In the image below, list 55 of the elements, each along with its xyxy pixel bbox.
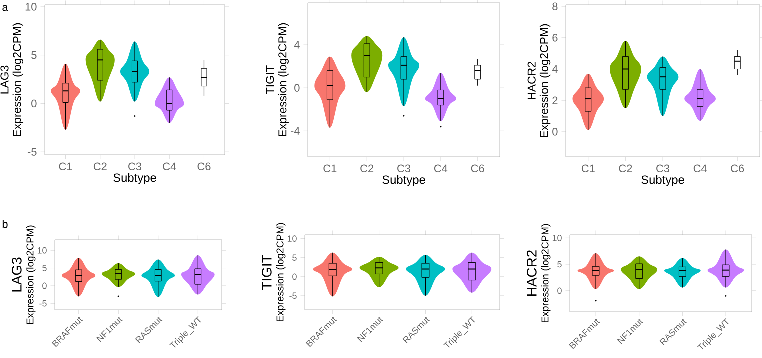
y-tick-label: 6: [552, 34, 558, 42]
y-tick-label: 5: [558, 261, 562, 268]
y-tick-label: 5: [32, 52, 37, 60]
x-axis-title: Subtype: [642, 175, 684, 187]
x-tick-label: C2: [94, 162, 107, 171]
x-tick-label: C2: [360, 164, 374, 173]
text: TIGIT: [266, 66, 274, 94]
x-tick-label: C6: [731, 164, 744, 173]
y-tick-label: 0: [32, 100, 37, 108]
x-tick-label: C6: [471, 164, 484, 173]
y-tick-label: 10: [552, 234, 562, 242]
y-axis-title: Expression (log2CPM): [540, 24, 551, 138]
x-tick-label: C4: [163, 162, 176, 171]
text: HACR2: [528, 62, 536, 100]
y-axis-title: Expression (log2CPM): [278, 23, 289, 136]
y-tick-label: -5: [40, 300, 47, 307]
y-tick-label: -5: [28, 148, 37, 156]
x-axis-title: Subtype: [382, 175, 426, 187]
y-tick-label: 0: [552, 128, 558, 136]
text: a: [2, 5, 8, 12]
y-axis-title: Expression (log2CPM): [276, 223, 286, 322]
y-tick-label: 10: [38, 247, 47, 254]
text: b: [2, 220, 8, 228]
y-tick-label: 10: [288, 236, 297, 242]
y-axis-title: Expression (log2CPM): [26, 226, 36, 324]
x-tick-label: C4: [434, 164, 448, 173]
x-tick-label: C3: [128, 162, 142, 171]
y-tick-label: -4: [290, 127, 300, 135]
y-tick-label: 2: [552, 96, 558, 104]
y-tick-label: 5: [42, 265, 47, 272]
y-tick-label: 10: [26, 3, 37, 11]
y-axis-title: Expression (log2CPM): [12, 23, 24, 136]
x-tick-label: C3: [398, 164, 411, 173]
y-axis-title: Expression (log2CPM): [541, 224, 551, 323]
text: TIGIT: [262, 254, 272, 290]
text: LAG3: [12, 258, 22, 292]
x-tick-label: C1: [582, 164, 595, 173]
y-tick-label: 4: [294, 41, 300, 49]
y-tick-label: 0: [558, 288, 562, 294]
y-tick-label: 0: [294, 84, 300, 92]
text: LAG3: [0, 66, 9, 94]
x-tick-label: C1: [59, 162, 72, 171]
x-tick-label: C6: [198, 162, 211, 171]
x-tick-label: C1: [324, 164, 337, 173]
text: HACR2: [526, 250, 537, 296]
x-tick-label: C4: [694, 164, 707, 173]
y-tick-label: 4: [552, 65, 558, 74]
y-tick-label: 0: [292, 274, 297, 280]
y-tick-label: 0: [42, 282, 47, 290]
y-tick-label: 5: [292, 254, 297, 261]
x-tick-label: C2: [619, 164, 632, 173]
y-tick-label: 8: [552, 2, 558, 10]
y-tick-label: -5: [290, 292, 297, 300]
x-axis-title: Subtype: [114, 173, 156, 185]
x-tick-label: C3: [656, 164, 670, 173]
